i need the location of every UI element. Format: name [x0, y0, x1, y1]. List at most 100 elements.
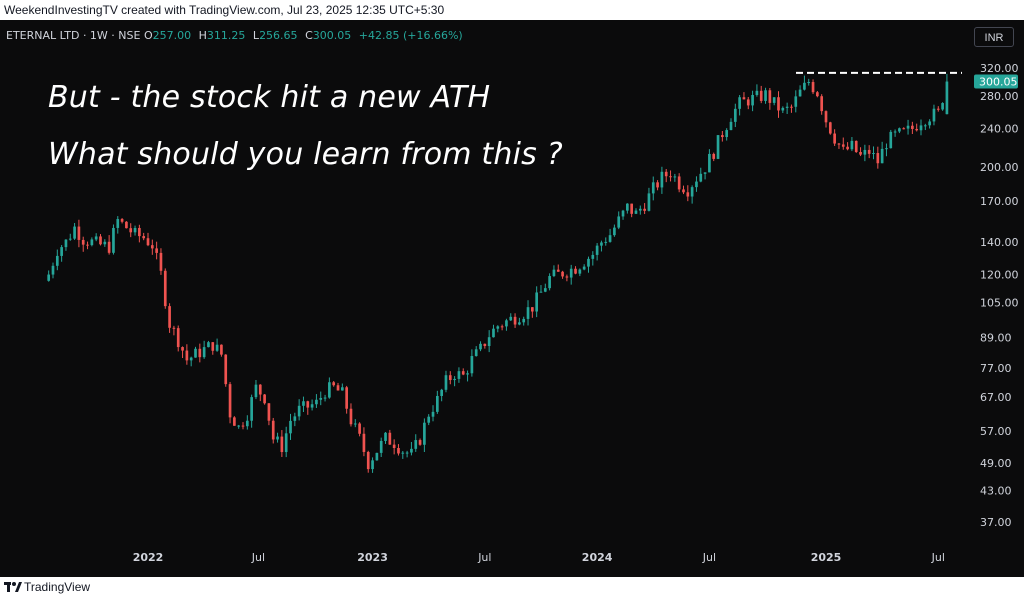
candle	[574, 266, 577, 275]
candle-body	[302, 401, 305, 406]
candle	[224, 354, 228, 387]
candle-body	[189, 357, 193, 361]
candle	[349, 403, 353, 427]
candle	[293, 412, 297, 427]
candle-body	[258, 384, 262, 395]
candle-body	[366, 451, 370, 470]
price-tick-label: 67.00	[980, 391, 1012, 404]
candle	[513, 313, 517, 328]
candle-body	[207, 342, 210, 348]
candle-body	[466, 373, 469, 375]
last-price-label: 300.05	[979, 76, 1018, 89]
candle-body	[755, 90, 759, 95]
candle	[414, 434, 418, 452]
candle	[267, 403, 271, 426]
candle	[794, 90, 798, 113]
candle	[785, 102, 789, 114]
candle	[284, 426, 288, 458]
candle	[112, 224, 115, 255]
candle-body	[634, 210, 638, 214]
candle-body	[336, 385, 340, 391]
candle	[81, 236, 85, 252]
candle	[790, 104, 793, 113]
candle-body	[751, 94, 754, 106]
candle	[742, 92, 746, 100]
candle-body	[656, 182, 659, 188]
candle	[863, 144, 867, 162]
candle-body	[729, 121, 733, 131]
candle	[716, 135, 720, 160]
candle-body	[781, 107, 785, 111]
candle	[690, 185, 694, 204]
candle	[487, 330, 491, 353]
price-tick-label: 140.00	[980, 236, 1019, 249]
candle-body	[578, 269, 582, 274]
candle-body	[254, 384, 258, 398]
candle	[846, 142, 849, 151]
candle	[820, 94, 824, 115]
candle	[470, 349, 474, 377]
candle	[807, 78, 811, 86]
candle-body	[47, 274, 51, 281]
candle-body	[142, 236, 146, 239]
candle-body	[224, 354, 228, 385]
candle-body	[392, 444, 396, 449]
candle-body	[790, 106, 793, 108]
candle-body	[181, 347, 184, 351]
candle-body	[816, 92, 819, 97]
low-label: L	[252, 29, 260, 42]
candle	[73, 222, 76, 240]
candle-body	[807, 82, 811, 84]
candle	[509, 313, 513, 322]
candle	[781, 106, 785, 114]
candle	[919, 119, 923, 136]
candle-body	[552, 269, 556, 277]
candle	[677, 173, 681, 193]
candle	[746, 97, 750, 110]
candle-body	[764, 90, 767, 101]
currency-button[interactable]: INR	[974, 27, 1014, 47]
candle	[271, 417, 275, 444]
candle-body	[60, 247, 63, 256]
candle-body	[911, 125, 914, 129]
candle	[669, 170, 672, 182]
candle-body	[172, 327, 176, 329]
price-tick-label: 105.00	[980, 297, 1019, 310]
chart-area[interactable]: 320.00 280.00 240.00 200.00 170.00 140.00 120.…	[0, 20, 1024, 577]
candle-body	[461, 371, 465, 375]
candle	[474, 346, 478, 357]
candle	[496, 325, 500, 333]
candle	[945, 73, 949, 115]
candle	[889, 129, 893, 149]
candle-body	[176, 328, 180, 348]
candle	[712, 152, 716, 162]
close-value: 300.05	[312, 29, 352, 42]
candle-body	[518, 322, 521, 325]
candle	[310, 399, 314, 411]
candle	[366, 450, 370, 473]
candle	[254, 380, 258, 400]
candlestick-chart[interactable]: 320.00 280.00 240.00 200.00 170.00 140.00 120.…	[0, 20, 1024, 577]
candle-body	[746, 99, 750, 106]
candle	[60, 245, 63, 262]
candle	[543, 283, 547, 293]
candle-body	[716, 135, 720, 159]
candle	[258, 384, 262, 402]
candle	[841, 137, 845, 150]
candle-body	[923, 125, 927, 127]
candle-body	[414, 440, 418, 449]
open-value: 257.00	[152, 29, 192, 42]
candle	[159, 248, 163, 275]
candle	[86, 241, 89, 250]
symbol-label[interactable]: ETERNAL LTD · 1W · NSE	[6, 29, 141, 42]
candle-body	[241, 425, 245, 427]
candle-body	[811, 82, 815, 93]
candle	[150, 239, 154, 255]
candle	[68, 233, 72, 241]
candle	[215, 338, 219, 352]
candle-body	[487, 337, 491, 347]
candle-body	[841, 144, 845, 147]
low-value: 256.65	[259, 29, 298, 42]
candle	[427, 414, 431, 426]
candle-body	[686, 192, 690, 197]
